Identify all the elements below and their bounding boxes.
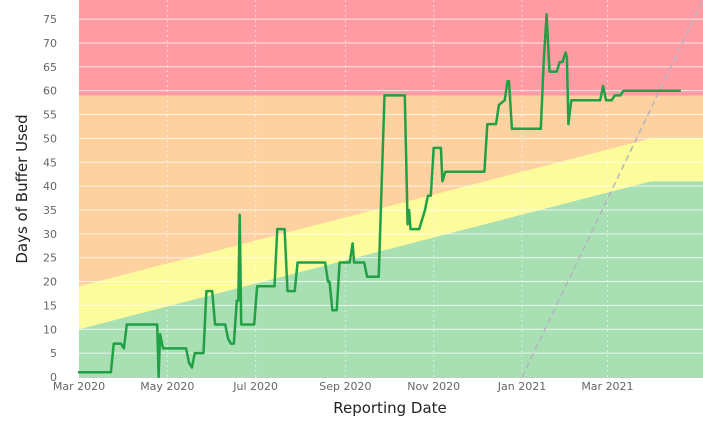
y-tick-label: 30 (43, 228, 57, 241)
x-tick-label: Jan 2021 (497, 380, 546, 393)
y-tick-label: 45 (43, 156, 57, 169)
y-tick-label: 20 (43, 276, 57, 289)
y-tick-label: 10 (43, 323, 57, 336)
x-tick-label: Jul 2020 (232, 380, 278, 393)
x-tick-label: Sep 2020 (319, 380, 371, 393)
x-tick-label: Nov 2020 (407, 380, 460, 393)
gridlines (79, 0, 703, 378)
y-tick-label: 35 (43, 204, 57, 217)
x-axis-ticks: Mar 2020 May 2020 Jul 2020 Sep 2020 Nov 2020… (53, 380, 634, 393)
y-axis-title: Days of Buffer Used (13, 114, 31, 263)
y-tick-label: 65 (43, 61, 57, 74)
y-tick-label: 75 (43, 13, 57, 26)
y-tick-label: 40 (43, 180, 57, 193)
series-layer (77, 13, 682, 379)
y-axis-ticks: 0 5 10 15 20 25 30 35 40 45 50 55 60 65 70 75 (43, 13, 57, 384)
series-line-0 (77, 13, 682, 379)
zone-bands (79, 0, 703, 377)
y-tick-label: 15 (43, 299, 57, 312)
y-tick-label: 55 (43, 109, 57, 122)
y-tick-label: 50 (43, 132, 57, 145)
y-tick-label: 60 (43, 85, 57, 98)
y-tick-label: 25 (43, 252, 57, 265)
x-tick-label: May 2020 (140, 380, 194, 393)
y-tick-label: 5 (50, 347, 57, 360)
x-tick-label: Mar 2021 (581, 380, 633, 393)
x-tick-label: Mar 2020 (53, 380, 105, 393)
y-tick-label: 70 (43, 37, 57, 50)
x-axis-title: Reporting Date (333, 399, 447, 417)
y-tick-label: 0 (50, 371, 57, 384)
